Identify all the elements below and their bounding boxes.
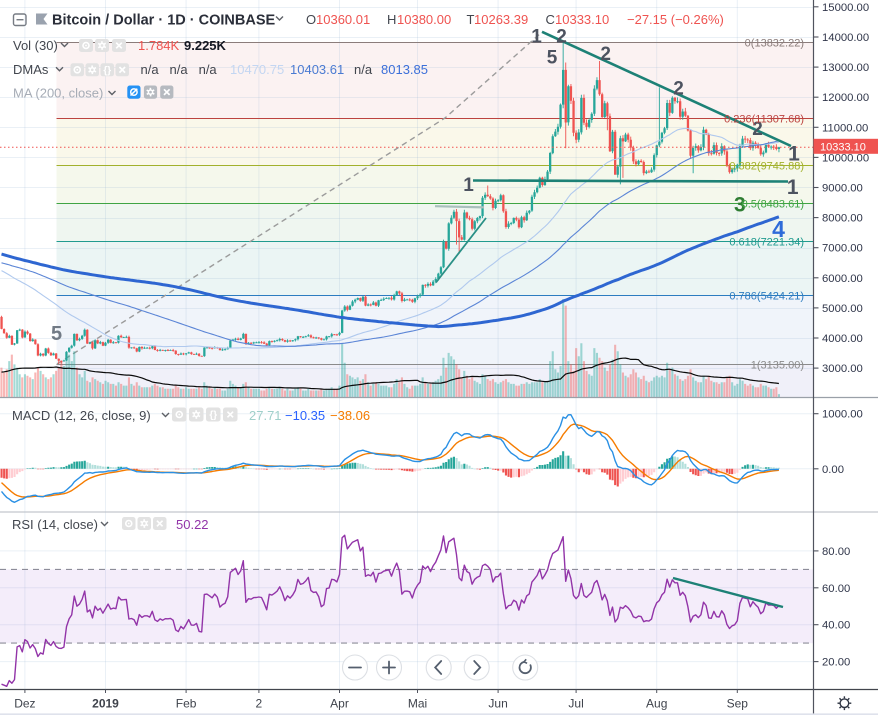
svg-text:2019: 2019	[92, 696, 119, 710]
svg-text:Feb: Feb	[176, 696, 197, 710]
svg-text:−27.15 (−0.26%): −27.15 (−0.26%)	[627, 12, 724, 27]
svg-text:0.00: 0.00	[822, 464, 844, 476]
svg-text:5000.00: 5000.00	[822, 303, 863, 315]
svg-text:Aug: Aug	[646, 696, 667, 710]
svg-text:2: 2	[600, 44, 611, 65]
svg-text:n/a: n/a	[170, 62, 189, 77]
svg-text:T: T	[467, 12, 475, 27]
svg-text:0.5(8483.61): 0.5(8483.61)	[742, 198, 804, 210]
svg-text:Bitcoin / Dollar · 1D · COINBA: Bitcoin / Dollar · 1D · COINBASE	[52, 12, 275, 28]
svg-text:O: O	[306, 12, 316, 27]
svg-text:Sep: Sep	[727, 696, 749, 710]
svg-text:2: 2	[673, 78, 684, 99]
svg-text:80.00: 80.00	[822, 546, 850, 558]
svg-text:1: 1	[531, 26, 542, 47]
svg-text:{}: {}	[103, 65, 111, 76]
svg-text:11000.00: 11000.00	[822, 122, 868, 134]
svg-text:3: 3	[734, 194, 746, 217]
svg-text:1: 1	[788, 143, 800, 166]
svg-text:40.00: 40.00	[822, 620, 850, 632]
svg-text:6000.00: 6000.00	[822, 273, 863, 285]
svg-text:10403.61: 10403.61	[290, 62, 344, 77]
svg-text:10263.39: 10263.39	[474, 12, 528, 27]
svg-text:Jul: Jul	[568, 696, 583, 710]
svg-text:9000.00: 9000.00	[822, 183, 863, 195]
svg-text:1: 1	[463, 175, 474, 196]
svg-text:27.71: 27.71	[249, 408, 282, 423]
svg-text:10333.10: 10333.10	[555, 12, 609, 27]
svg-text:10000.00: 10000.00	[822, 152, 869, 164]
svg-text:Apr: Apr	[330, 696, 349, 710]
svg-text:7000.00: 7000.00	[822, 243, 863, 255]
svg-text:8013.85: 8013.85	[381, 62, 428, 77]
svg-text:2: 2	[752, 119, 763, 140]
svg-text:n/a: n/a	[141, 62, 160, 77]
svg-text:10380.00: 10380.00	[397, 12, 451, 27]
svg-text:20.00: 20.00	[822, 657, 850, 669]
svg-text:4: 4	[772, 216, 785, 242]
svg-text:0.618(7221.34): 0.618(7221.34)	[729, 236, 804, 248]
svg-text:DMAs: DMAs	[13, 62, 49, 77]
svg-text:0.786(5424.21): 0.786(5424.21)	[729, 290, 804, 302]
svg-text:Mai: Mai	[408, 696, 427, 710]
svg-text:14000.00: 14000.00	[822, 32, 869, 44]
svg-text:C: C	[546, 12, 555, 27]
svg-text:0.382(9745.88): 0.382(9745.88)	[729, 160, 804, 172]
svg-text:50.22: 50.22	[176, 517, 209, 532]
svg-text:10470.75: 10470.75	[230, 62, 284, 77]
svg-text:−10.35: −10.35	[285, 408, 325, 423]
svg-text:0(13832.22): 0(13832.22)	[745, 37, 804, 49]
svg-text:1: 1	[787, 176, 799, 199]
svg-text:n/a: n/a	[199, 62, 218, 77]
svg-text:1.784K: 1.784K	[138, 38, 180, 53]
svg-text:8000.00: 8000.00	[822, 213, 863, 225]
svg-text:−38.06: −38.06	[330, 408, 370, 423]
svg-text:Jun: Jun	[488, 696, 507, 710]
svg-text:13000.00: 13000.00	[822, 62, 869, 74]
svg-text:3000.00: 3000.00	[822, 363, 863, 375]
svg-text:9.225K: 9.225K	[184, 38, 227, 53]
svg-text:0.236(11307.68): 0.236(11307.68)	[724, 113, 804, 125]
svg-text:H: H	[387, 12, 396, 27]
svg-text:2: 2	[256, 696, 263, 710]
svg-text:1000.00: 1000.00	[822, 409, 863, 421]
svg-text:10360.01: 10360.01	[316, 12, 370, 27]
svg-text:5: 5	[51, 323, 62, 345]
svg-text:2: 2	[556, 26, 567, 47]
svg-text:1(3135.00): 1(3135.00)	[751, 359, 804, 371]
svg-text:MA (200, close): MA (200, close)	[13, 86, 103, 101]
svg-text:60.00: 60.00	[822, 583, 850, 595]
svg-text:MACD (12, 26, close, 9): MACD (12, 26, close, 9)	[12, 408, 151, 423]
svg-text:4000.00: 4000.00	[822, 333, 863, 345]
svg-text:12000.00: 12000.00	[822, 92, 869, 104]
svg-text:Dez: Dez	[14, 696, 35, 710]
svg-text:Vol (30): Vol (30)	[13, 38, 58, 53]
svg-text:5: 5	[547, 47, 558, 68]
svg-text:n/a: n/a	[354, 62, 373, 77]
svg-text:RSI (14, close): RSI (14, close)	[12, 517, 98, 532]
svg-text:10333.10: 10333.10	[820, 141, 866, 153]
svg-text:{}: {}	[209, 410, 217, 421]
svg-text:15000.00: 15000.00	[822, 2, 869, 14]
